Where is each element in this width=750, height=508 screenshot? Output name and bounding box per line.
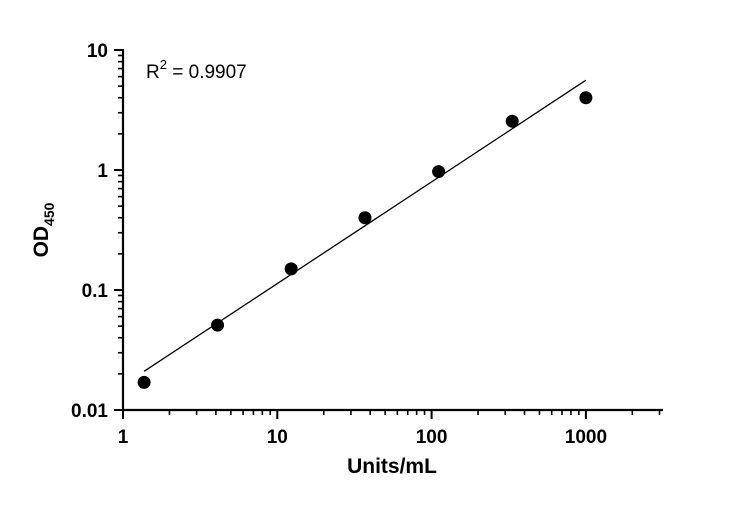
y-ticks bbox=[114, 49, 123, 411]
x-ticks bbox=[122, 410, 661, 419]
r-squared-superscript: 2 bbox=[160, 57, 167, 72]
x-tick-label: 1000 bbox=[565, 427, 607, 448]
data-point bbox=[358, 211, 372, 225]
y-tick-label: 10 bbox=[87, 41, 108, 62]
x-tick-label: 1 bbox=[118, 427, 129, 448]
r-squared-annotation: R2 = 0.9907 bbox=[146, 57, 247, 83]
y-tick-labels: 0.01 0.1 1 10 bbox=[71, 41, 108, 422]
data-point bbox=[579, 91, 593, 105]
data-point bbox=[432, 165, 446, 179]
r-squared-value: = 0.9907 bbox=[167, 62, 247, 83]
data-point bbox=[505, 114, 519, 128]
x-axis-title: Units/mL bbox=[347, 455, 437, 478]
x-tick-label: 100 bbox=[416, 427, 448, 448]
axes bbox=[121, 49, 663, 412]
y-tick-label: 0.1 bbox=[82, 281, 109, 302]
y-axis-title: OD450 bbox=[30, 202, 57, 257]
y-tick-label: 1 bbox=[97, 161, 108, 182]
data-point bbox=[137, 375, 151, 389]
data-point bbox=[284, 262, 298, 276]
y-axis-title-subscript: 450 bbox=[41, 202, 57, 226]
y-tick-label: 0.01 bbox=[71, 401, 108, 422]
y-axis-title-main: OD bbox=[30, 226, 53, 258]
x-tick-label: 10 bbox=[267, 427, 288, 448]
x-tick-labels: 1 10 100 1000 bbox=[118, 427, 607, 448]
fit-line bbox=[143, 79, 587, 372]
data-points bbox=[137, 91, 593, 389]
data-point bbox=[211, 318, 225, 332]
r-squared-r: R bbox=[146, 62, 160, 83]
